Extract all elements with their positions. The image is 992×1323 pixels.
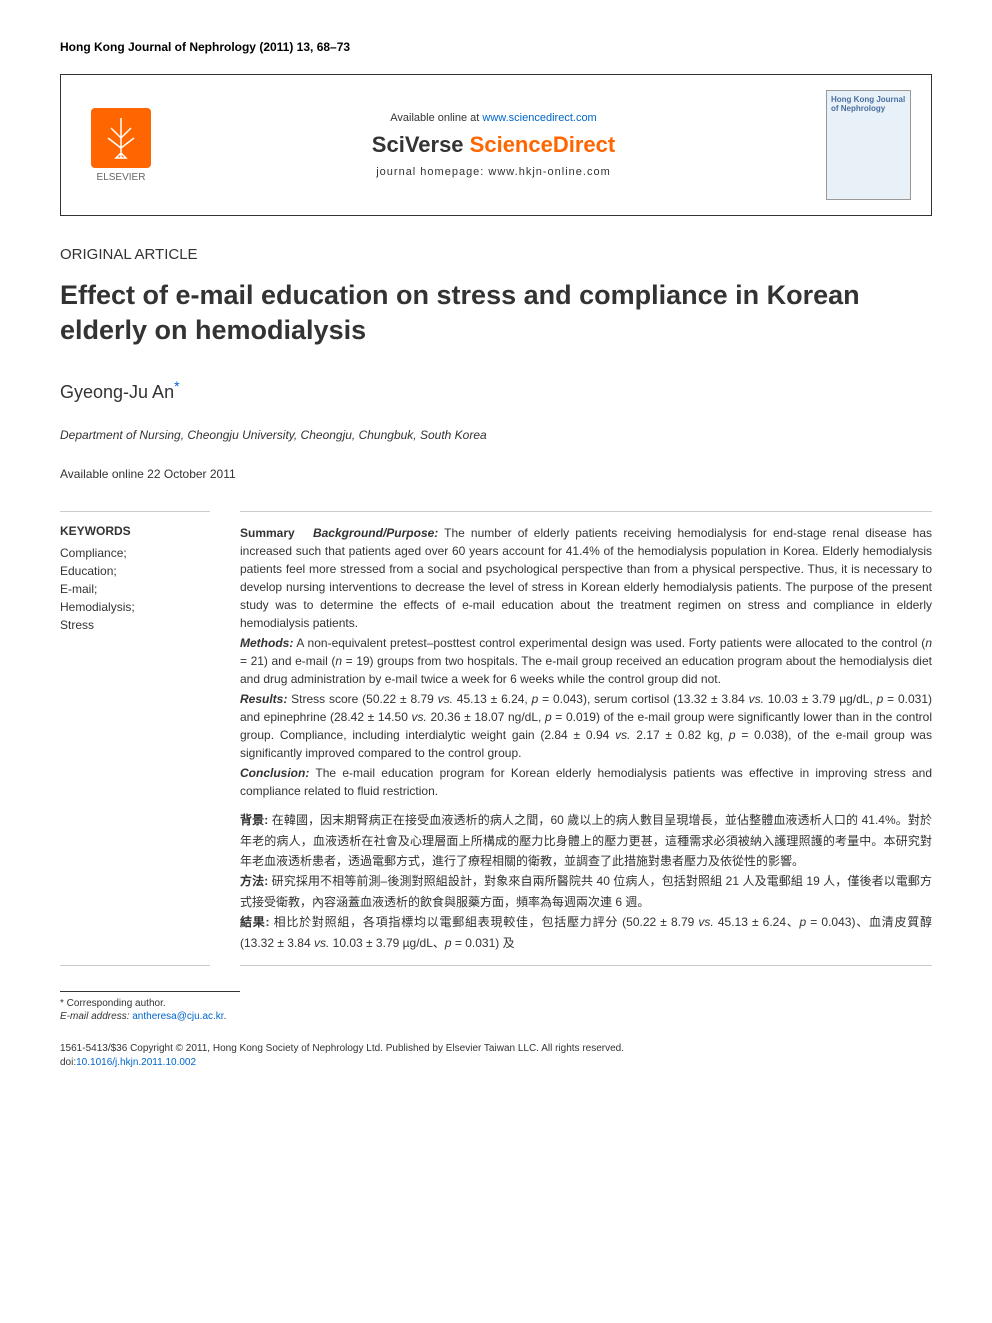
journal-cover-title: Hong Kong Journal of Nephrology [831, 95, 906, 113]
author-affiliation: Department of Nursing, Cheongju Universi… [60, 428, 932, 442]
chinese-results-label: 結果: [240, 915, 270, 929]
abstract-results: Results: Stress score (50.22 ± 8.79 vs. … [240, 690, 932, 762]
results-text: Stress score (50.22 ± 8.79 vs. 45.13 ± 6… [240, 692, 932, 760]
copyright-text: 1561-5413/$36 Copyright © 2011, Hong Kon… [60, 1043, 624, 1054]
chinese-methods: 方法: 研究採用不相等前測–後測對照組設計，對象來自兩所醫院共 40 位病人，包… [240, 871, 932, 912]
abstract-text: Summary Background/Purpose: The number o… [240, 524, 932, 800]
available-online-text: Available online at www.sciencedirect.co… [161, 112, 826, 124]
email-line: E-mail address: antheresa@cju.ac.kr. [60, 1011, 932, 1022]
elsevier-logo: ELSEVIER [81, 108, 161, 183]
sciverse-logo: SciVerse ScienceDirect [161, 132, 826, 158]
chinese-background: 背景: 在韓國，因末期腎病正在接受血液透析的病人之間，60 歲以上的病人數目呈現… [240, 810, 932, 871]
summary-label: Summary [240, 526, 295, 540]
keyword-item: Compliance; [60, 544, 210, 562]
corresponding-author: * Corresponding author. [60, 998, 932, 1009]
conclusion-label: Conclusion: [240, 766, 309, 780]
email-address[interactable]: antheresa@cju.ac.kr [132, 1011, 223, 1022]
elsevier-label: ELSEVIER [97, 172, 146, 183]
homepage-label: journal homepage: [376, 166, 488, 178]
online-availability: Available online 22 October 2011 [60, 467, 932, 481]
results-label: Results: [240, 692, 287, 706]
sciverse-prefix: SciVerse [372, 132, 470, 157]
abstract-background: Summary Background/Purpose: The number o… [240, 524, 932, 632]
conclusion-text: The e-mail education program for Korean … [240, 766, 932, 798]
methods-text: A non-equivalent pretest–posttest contro… [240, 636, 932, 686]
background-label: Background/Purpose: [313, 526, 438, 540]
chinese-abstract: 背景: 在韓國，因末期腎病正在接受血液透析的病人之間，60 歲以上的病人數目呈現… [240, 810, 932, 953]
keyword-item: Hemodialysis; [60, 598, 210, 616]
journal-cover-thumbnail: Hong Kong Journal of Nephrology [826, 90, 911, 200]
footer-separator [60, 991, 240, 992]
chinese-background-text: 在韓國，因末期腎病正在接受血液透析的病人之間，60 歲以上的病人數目呈現增長，並… [240, 813, 932, 868]
header-box: ELSEVIER Available online at www.science… [60, 74, 932, 216]
doi-prefix: doi: [60, 1057, 76, 1068]
keyword-item: Stress [60, 616, 210, 634]
email-label: E-mail address: [60, 1011, 132, 1022]
journal-homepage: journal homepage: www.hkjn-online.com [161, 166, 826, 178]
article-title: Effect of e-mail education on stress and… [60, 278, 932, 348]
abstract-methods: Methods: A non-equivalent pretest–postte… [240, 634, 932, 688]
journal-reference: Hong Kong Journal of Nephrology (2011) 1… [60, 40, 932, 54]
chinese-results: 結果: 相比於對照組，各項指標均以電郵組表現較佳，包括壓力評分 (50.22 ±… [240, 912, 932, 953]
chinese-methods-text: 研究採用不相等前測–後測對照組設計，對象來自兩所醫院共 40 位病人，包括對照組… [240, 874, 932, 908]
author-text: Gyeong-Ju An [60, 382, 174, 402]
author-name: Gyeong-Ju An* [60, 378, 932, 403]
header-center: Available online at www.sciencedirect.co… [161, 112, 826, 178]
corresponding-asterisk: * [174, 378, 179, 394]
keywords-header: KEYWORDS [60, 524, 210, 538]
abstract-column: Summary Background/Purpose: The number o… [240, 511, 932, 966]
keyword-item: Education; [60, 562, 210, 580]
keyword-item: E-mail; [60, 580, 210, 598]
available-label: Available online at [390, 112, 482, 124]
elsevier-tree-icon [91, 108, 151, 168]
copyright-line: 1561-5413/$36 Copyright © 2011, Hong Kon… [60, 1042, 932, 1070]
chinese-background-label: 背景: [240, 813, 268, 827]
abstract-conclusion: Conclusion: The e-mail education program… [240, 764, 932, 800]
chinese-results-text: 相比於對照組，各項指標均以電郵組表現較佳，包括壓力評分 (50.22 ± 8.7… [240, 915, 932, 949]
content-columns: KEYWORDS Compliance; Education; E-mail; … [60, 511, 932, 966]
article-type: ORIGINAL ARTICLE [60, 246, 932, 263]
doi-link[interactable]: 10.1016/j.hkjn.2011.10.002 [76, 1057, 196, 1068]
homepage-url[interactable]: www.hkjn-online.com [488, 166, 610, 178]
sciencedirect-link[interactable]: www.sciencedirect.com [482, 112, 596, 124]
methods-label: Methods: [240, 636, 293, 650]
keywords-column: KEYWORDS Compliance; Education; E-mail; … [60, 511, 210, 966]
chinese-methods-label: 方法: [240, 874, 268, 888]
sciencedirect-label: ScienceDirect [470, 132, 616, 157]
background-text: The number of elderly patients receiving… [240, 526, 932, 630]
